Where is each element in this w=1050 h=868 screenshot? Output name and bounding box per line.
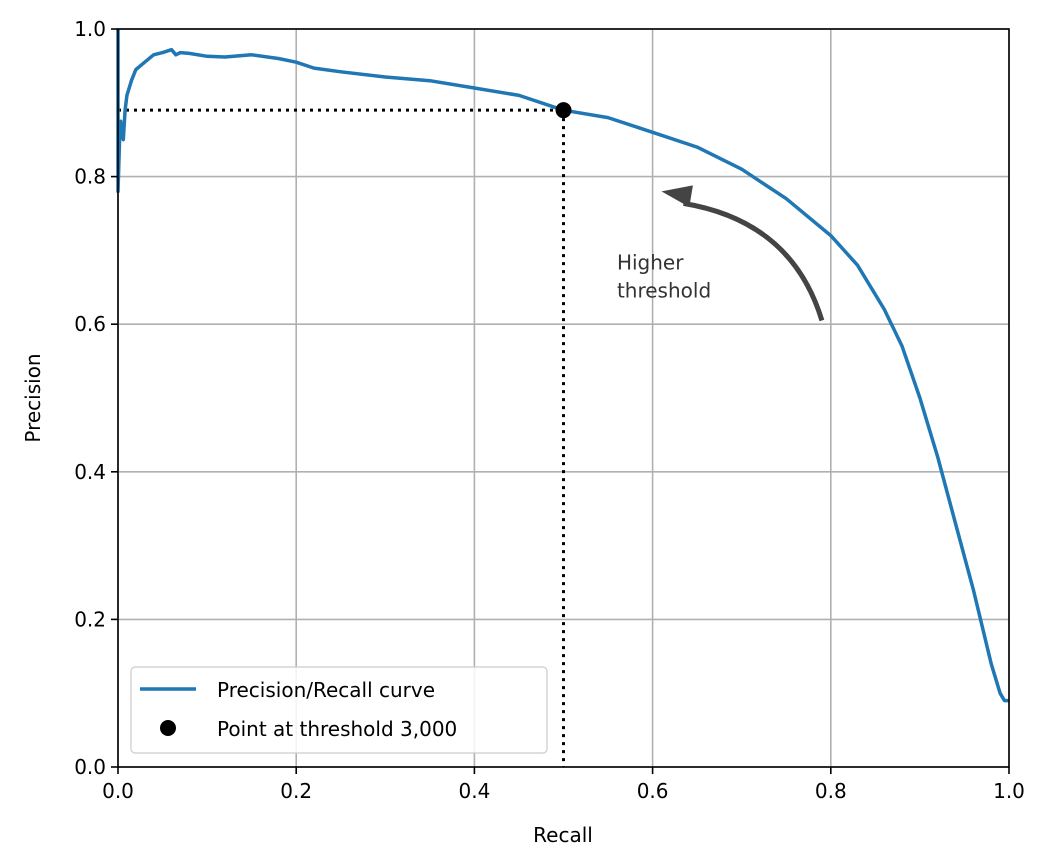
annotation-text-line-2: threshold	[617, 278, 711, 302]
threshold-guides	[118, 108, 565, 767]
y-tick-label-3: 0.6	[74, 312, 106, 336]
x-tick-label-0: 0.0	[102, 779, 134, 803]
annotation-arrow-shaft	[683, 200, 825, 322]
y-tick-label-2: 0.4	[74, 460, 106, 484]
y-tick-label-4: 0.8	[74, 165, 106, 189]
plot-frame	[117, 28, 1010, 768]
series-line-0	[116, 29, 1009, 703]
threshold-point	[555, 102, 572, 119]
y-axis-label: Precision	[21, 353, 45, 442]
x-tick-label-1: 0.2	[280, 779, 312, 803]
x-tick-label-5: 1.0	[993, 779, 1025, 803]
annotation: Higher threshold	[617, 185, 825, 322]
y-tick-label-5: 1.0	[74, 17, 106, 41]
legend-entry-curve: Precision/Recall curve	[217, 678, 435, 702]
legend-box	[130, 666, 548, 754]
tick-labels: 0.0 0.2 0.4 0.6 0.8 1.0 0.0 0.2 0.4 0.6 0.8 1.0	[74, 17, 1025, 803]
y-tick-label-0: 0.0	[74, 755, 106, 779]
y-tick-label-1: 0.2	[74, 607, 106, 631]
x-tick-label-3: 0.6	[637, 779, 669, 803]
x-axis-label: Recall	[533, 823, 593, 847]
x-tick-label-4: 0.8	[815, 779, 847, 803]
annotation-text-line-1: Higher	[617, 250, 684, 274]
legend-entry-point: Point at threshold 3,000	[217, 717, 457, 741]
series-layer	[116, 29, 1009, 703]
legend: Precision/Recall curve Point at threshol…	[130, 666, 548, 754]
x-tick-label-2: 0.4	[458, 779, 490, 803]
legend-point-swatch	[160, 720, 176, 736]
axes	[117, 28, 1010, 768]
annotation-arrow-head	[661, 185, 693, 208]
